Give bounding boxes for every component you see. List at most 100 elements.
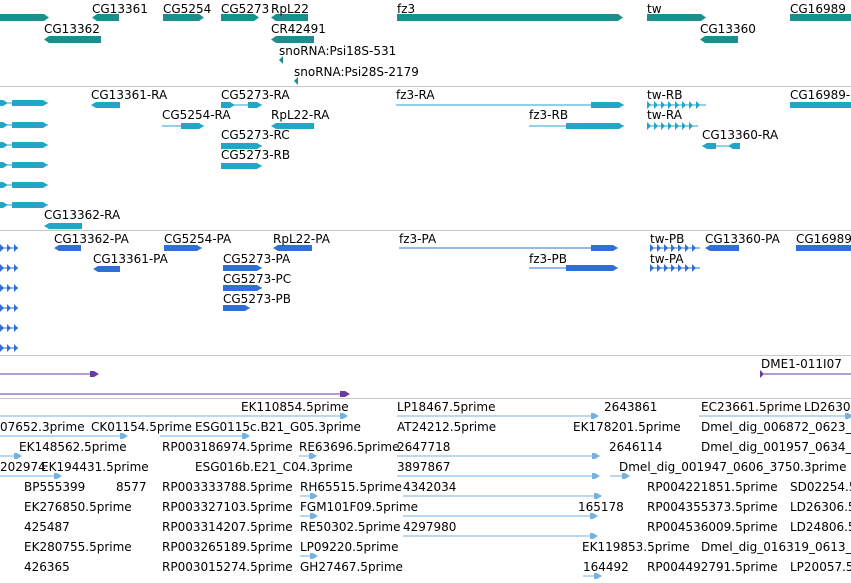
gene-label[interactable]: RpL22: [271, 2, 309, 16]
est-label[interactable]: LP20057.5: [790, 560, 851, 574]
clone-glyph[interactable]: [760, 370, 764, 378]
est-glyph[interactable]: [590, 533, 598, 539]
protein-label[interactable]: tw-PB: [650, 232, 685, 246]
cds-chain-exon[interactable]: [7, 264, 11, 272]
est-glyph[interactable]: [845, 413, 851, 419]
est-label[interactable]: LD24806.5: [790, 520, 851, 534]
cds-chain-exon[interactable]: [678, 264, 682, 272]
cds-chain-exon[interactable]: [685, 244, 689, 252]
est-glyph[interactable]: [310, 493, 318, 499]
est-label[interactable]: RE63696.5prime: [299, 440, 400, 454]
est-glyph[interactable]: [590, 513, 598, 519]
est-label[interactable]: RP004221851.5prime: [647, 480, 778, 494]
est-glyph[interactable]: [592, 453, 600, 459]
est-label[interactable]: EK178201.5prime: [573, 420, 681, 434]
cds-chain-exon[interactable]: [14, 264, 18, 272]
transcript-label[interactable]: CG5273-RA: [221, 88, 290, 102]
est-label[interactable]: EK119853.5prime: [582, 540, 690, 554]
gene-label[interactable]: CG16989: [790, 2, 846, 16]
transcript-chain-exon[interactable]: [661, 101, 665, 109]
gene-glyph[interactable]: [790, 14, 851, 21]
gene-glyph[interactable]: [163, 14, 204, 21]
transcript-glyph[interactable]: [221, 102, 235, 108]
est-glyph[interactable]: [54, 473, 62, 479]
est-glyph[interactable]: [622, 473, 630, 479]
est-label[interactable]: 2646114: [609, 440, 663, 454]
cds-chain-exon[interactable]: [692, 244, 696, 252]
est-label[interactable]: AT24212.5prime: [397, 420, 497, 434]
est-label[interactable]: LP09220.5prime: [300, 540, 399, 554]
est-label[interactable]: 426365: [24, 560, 70, 574]
est-label[interactable]: RE50302.5prime: [300, 520, 401, 534]
est-glyph[interactable]: [591, 413, 599, 419]
gene-glyph[interactable]: [294, 77, 298, 85]
transcript-glyph[interactable]: [566, 123, 624, 129]
gene-label[interactable]: snoRNA:Psi28S-2179: [294, 65, 419, 79]
transcript-glyph[interactable]: [790, 102, 851, 108]
transcript-label[interactable]: CG13362-RA: [44, 208, 121, 222]
gene-label[interactable]: snoRNA:Psi18S-531: [279, 44, 397, 58]
gene-label[interactable]: fz3: [397, 2, 416, 16]
gene-glyph[interactable]: [397, 14, 623, 21]
transcript-glyph[interactable]: [221, 143, 262, 149]
cds-chain-exon[interactable]: [0, 304, 4, 312]
protein-label[interactable]: CG5273-PA: [223, 252, 291, 266]
transcript-label[interactable]: CG5273-RB: [221, 148, 291, 162]
cds-chain-exon[interactable]: [685, 264, 689, 272]
clone-glyph[interactable]: [340, 391, 350, 397]
cds-chain-exon[interactable]: [671, 264, 675, 272]
est-label[interactable]: RP003327103.5prime: [162, 500, 293, 514]
est-label[interactable]: GH27467.5prime: [300, 560, 403, 574]
gene-glyph[interactable]: [271, 14, 308, 21]
est-glyph[interactable]: [592, 473, 600, 479]
est-label[interactable]: BP555399: [24, 480, 86, 494]
est-label[interactable]: EC23661.5prime: [701, 400, 802, 414]
est-glyph[interactable]: [594, 573, 602, 579]
est-glyph[interactable]: [310, 513, 318, 519]
transcript-chain-exon[interactable]: [675, 101, 679, 109]
cds-chain-exon[interactable]: [14, 244, 18, 252]
cds-chain-exon[interactable]: [657, 264, 661, 272]
transcript-label[interactable]: CG16989-: [790, 88, 851, 102]
transcript-chain-exon[interactable]: [668, 101, 672, 109]
est-label[interactable]: CK01154.5prime: [91, 420, 192, 434]
protein-label[interactable]: tw-PA: [650, 252, 684, 266]
est-label[interactable]: SD02254.5: [790, 480, 851, 494]
transcript-glyph[interactable]: [0, 182, 8, 188]
est-label[interactable]: RP004355373.5prime: [647, 500, 778, 514]
cds-chain-exon[interactable]: [678, 244, 682, 252]
est-label[interactable]: RH65515.5prime: [300, 480, 402, 494]
cds-chain-exon[interactable]: [14, 344, 18, 352]
transcript-glyph[interactable]: [0, 122, 8, 128]
transcript-label[interactable]: tw-RA: [647, 108, 682, 122]
est-label[interactable]: 07652.3prime: [0, 420, 85, 434]
protein-label[interactable]: fz3-PB: [529, 252, 567, 266]
cds-chain-exon[interactable]: [7, 244, 11, 252]
protein-label[interactable]: CG5254-PA: [164, 232, 232, 246]
cds-glyph[interactable]: [223, 265, 262, 271]
transcript-glyph[interactable]: [0, 162, 8, 168]
est-label[interactable]: RP003333788.5prime: [162, 480, 293, 494]
est-label[interactable]: LD26306.5: [790, 500, 851, 514]
gene-label[interactable]: CG13360: [700, 22, 756, 36]
transcript-chain-exon[interactable]: [647, 101, 651, 109]
transcript-glyph[interactable]: [44, 223, 82, 229]
transcript-glyph[interactable]: [271, 123, 314, 129]
transcript-chain-exon[interactable]: [661, 122, 665, 130]
gene-glyph[interactable]: [700, 36, 738, 43]
est-label[interactable]: RP004536009.5prime: [647, 520, 778, 534]
cds-chain-exon[interactable]: [7, 324, 11, 332]
transcript-label[interactable]: CG13360-RA: [702, 128, 779, 142]
est-label[interactable]: RP003015274.5prime: [162, 560, 293, 574]
est-label[interactable]: EK280755.5prime: [24, 540, 132, 554]
protein-label[interactable]: fz3-PA: [399, 232, 437, 246]
est-label[interactable]: 2643861: [604, 400, 658, 414]
cds-chain-exon[interactable]: [657, 244, 661, 252]
transcript-glyph[interactable]: [12, 142, 48, 148]
cds-glyph[interactable]: [164, 245, 202, 251]
transcript-label[interactable]: CG5273-RC: [221, 128, 290, 142]
est-label[interactable]: EK110854.5prime: [241, 400, 349, 414]
est-glyph[interactable]: [310, 553, 318, 559]
cds-glyph[interactable]: [223, 305, 250, 311]
gene-label[interactable]: CG5273: [221, 2, 270, 16]
